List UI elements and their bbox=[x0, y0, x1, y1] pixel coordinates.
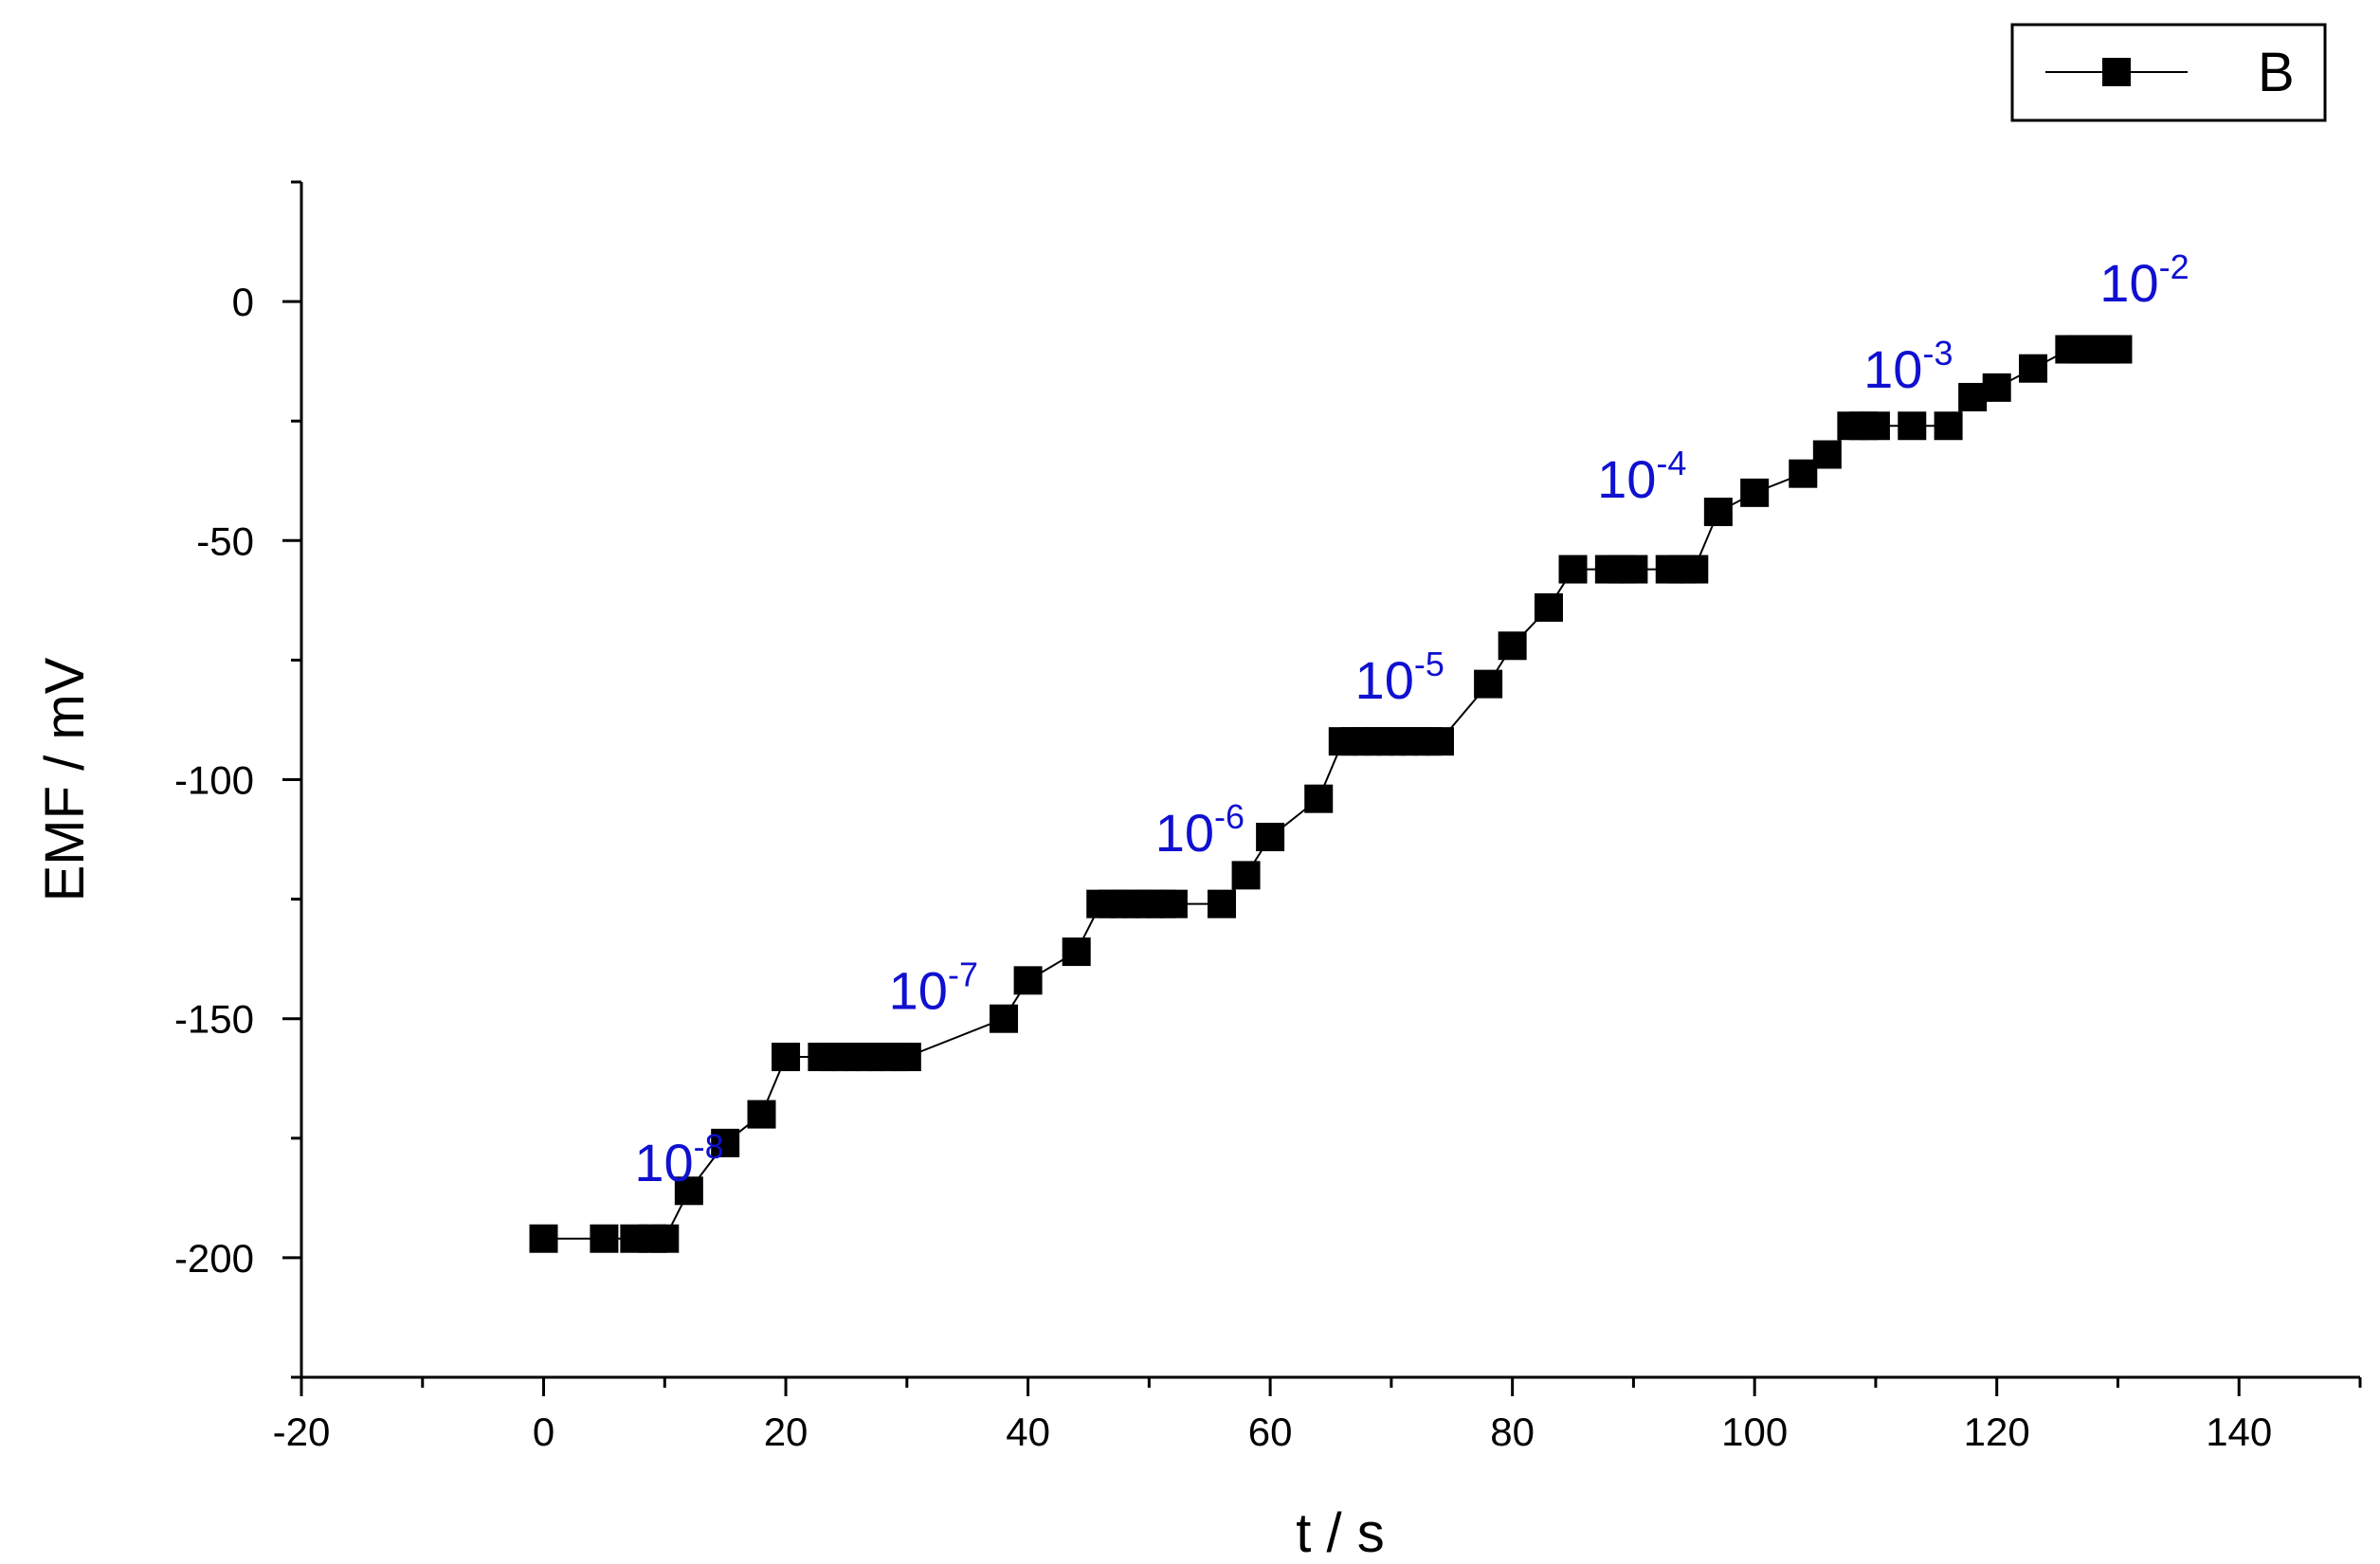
data-point bbox=[711, 1128, 740, 1157]
data-point bbox=[1256, 823, 1285, 852]
data-point bbox=[1812, 440, 1842, 469]
legend-label: B bbox=[2258, 42, 2295, 103]
data-point bbox=[1304, 784, 1334, 813]
data-point bbox=[1680, 555, 1709, 584]
data-point bbox=[529, 1224, 558, 1253]
data-point bbox=[1425, 727, 1454, 756]
concentration-annotation: 10-5 bbox=[1355, 645, 1444, 710]
legend: B bbox=[2010, 23, 2327, 122]
data-point bbox=[1740, 478, 1770, 507]
data-point bbox=[1474, 669, 1503, 699]
x-tick-label: 80 bbox=[1490, 1409, 1535, 1454]
data-point bbox=[590, 1224, 619, 1253]
data-point bbox=[747, 1100, 776, 1129]
data-point bbox=[1619, 555, 1648, 584]
data-point bbox=[1158, 889, 1188, 918]
x-tick-label: 40 bbox=[1006, 1409, 1050, 1454]
x-tick-label: 140 bbox=[2206, 1409, 2272, 1454]
concentration-annotation: 10-6 bbox=[1155, 797, 1245, 863]
data-point bbox=[1703, 498, 1733, 527]
data-point bbox=[1898, 411, 1927, 441]
x-tick-label: 20 bbox=[764, 1409, 808, 1454]
x-ticks: -20 0 20 40 60 80 100 120 140 bbox=[273, 1377, 2362, 1454]
legend-marker bbox=[2102, 58, 2131, 86]
data-point bbox=[2103, 335, 2133, 364]
data-point bbox=[674, 1176, 703, 1206]
data-point bbox=[2019, 354, 2048, 383]
data-point bbox=[1231, 861, 1261, 890]
data-point bbox=[1982, 373, 2011, 402]
concentration-annotation: 10-8 bbox=[634, 1127, 723, 1192]
x-axis-title: t / s bbox=[1296, 1502, 1384, 1564]
data-point bbox=[772, 1043, 801, 1072]
y-ticks: -200 -150 -100 -50 0 bbox=[174, 180, 301, 1379]
data-point bbox=[1934, 411, 1963, 441]
data-point bbox=[892, 1043, 921, 1072]
data-point bbox=[1558, 555, 1588, 584]
y-tick-label: -100 bbox=[174, 758, 254, 803]
y-tick-label: 0 bbox=[232, 280, 254, 324]
axes: -20 0 20 40 60 80 100 120 140 -200-150-100-500 bbox=[174, 180, 2362, 1454]
data-point bbox=[1208, 889, 1237, 918]
x-tick-label: 60 bbox=[1248, 1409, 1293, 1454]
y-tick-label: -50 bbox=[196, 518, 254, 563]
data-point bbox=[1534, 592, 1563, 622]
data-point bbox=[650, 1224, 680, 1253]
x-tick-label: 100 bbox=[1721, 1409, 1788, 1454]
y-tick-label: -200 bbox=[174, 1236, 254, 1281]
data-point bbox=[1958, 382, 1988, 411]
data-point bbox=[1062, 937, 1091, 967]
data-point bbox=[990, 1004, 1019, 1033]
data-point bbox=[1498, 631, 1527, 661]
x-tick-label: -20 bbox=[273, 1409, 331, 1454]
concentration-annotation: 10-7 bbox=[889, 955, 978, 1021]
data-point bbox=[1013, 966, 1043, 995]
annotations: 10-8 10-7 10-6 10-5 10-4 10-3 10-2 bbox=[634, 247, 2189, 1192]
concentration-annotation: 10-4 bbox=[1597, 444, 1686, 509]
y-tick-label: -150 bbox=[174, 997, 254, 1042]
data-point bbox=[1861, 411, 1890, 441]
x-tick-label: 0 bbox=[533, 1409, 554, 1454]
concentration-annotation: 10-3 bbox=[1863, 334, 1953, 399]
concentration-annotation: 10-2 bbox=[2099, 247, 2189, 313]
x-tick-label: 120 bbox=[1964, 1409, 2030, 1454]
data-point bbox=[1789, 459, 1818, 488]
series-layer bbox=[529, 335, 2133, 1253]
y-axis-title: EMF / mV bbox=[34, 657, 96, 901]
